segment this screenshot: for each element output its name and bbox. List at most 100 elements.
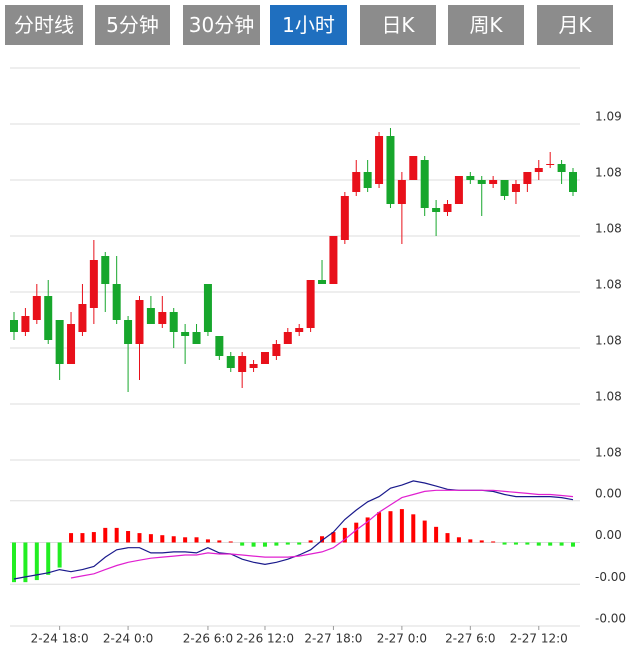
candle-body (146, 308, 155, 324)
macd-bar (411, 514, 416, 543)
macd-bar (365, 517, 370, 543)
macd-bar (251, 542, 256, 547)
macd-bar (513, 542, 518, 545)
y-tick-label: 1.08 (595, 334, 622, 348)
candle-body (44, 296, 53, 340)
macd-bar (194, 537, 199, 543)
y-tick-label: -0.00 (595, 570, 626, 584)
macd-bar (46, 542, 51, 575)
y-tick-label: 1.08 (595, 446, 622, 460)
candle-body (329, 236, 338, 284)
macd-bar (491, 541, 496, 543)
y-tick-label: 1.08 (595, 222, 622, 236)
macd-bar (126, 531, 131, 543)
candle-body (181, 332, 190, 336)
y-tick-label: 1.09 (595, 110, 622, 124)
x-tick-label: 2-27 0:0 (377, 632, 427, 646)
macd-bar (114, 527, 119, 543)
candle-body (500, 180, 509, 196)
period-tab[interactable]: 月K (537, 5, 613, 45)
candle-body (420, 160, 429, 208)
period-tab[interactable]: 周K (448, 5, 524, 45)
candle-body (249, 364, 258, 368)
macd-bar (479, 540, 484, 543)
period-tab[interactable]: 分时线 (5, 5, 83, 45)
candle-body (557, 164, 566, 172)
macd-bar (320, 536, 325, 543)
candle-body (466, 176, 475, 180)
macd-bar (422, 520, 427, 543)
candle-body (454, 176, 463, 204)
macd-bar (445, 533, 450, 543)
candle-body (169, 312, 178, 332)
x-tick-label: 2-27 6:0 (445, 632, 495, 646)
candle-body (10, 320, 18, 332)
macd-bar (183, 537, 188, 543)
candle-body (260, 352, 269, 364)
y-tick-label: 1.08 (595, 390, 622, 404)
x-tick-label: 2-26 6:0 (183, 632, 233, 646)
candle-body (375, 136, 384, 184)
candle-body (238, 356, 247, 372)
macd-bar (388, 511, 393, 543)
macd-bar (559, 542, 564, 546)
macd-dif-line (13, 480, 574, 580)
x-tick-label: 2-26 12:0 (236, 632, 294, 646)
macd-bar (91, 532, 96, 543)
macd-bar (205, 539, 210, 543)
macd-bar (57, 542, 62, 568)
candle-body (21, 316, 30, 332)
macd-bar (434, 526, 439, 543)
macd-bar (536, 542, 541, 546)
macd-bar (148, 534, 153, 543)
macd-bar (240, 542, 245, 546)
candle-body (511, 184, 520, 192)
x-tick-label: 2-24 0:0 (103, 632, 153, 646)
macd-bar (502, 542, 507, 545)
candle-body (546, 164, 555, 165)
y-tick-label: 0.00 (595, 486, 622, 500)
period-tab[interactable]: 5分钟 (95, 5, 170, 45)
candle-body (78, 304, 87, 332)
candle-body (89, 260, 98, 308)
candle-body (203, 284, 212, 332)
candle-body (352, 172, 361, 192)
macd-bar (377, 512, 382, 543)
candle-body (112, 284, 121, 320)
candle-body (340, 196, 349, 240)
candle-body (295, 328, 304, 332)
candle-body (318, 280, 327, 284)
candle-body (306, 280, 315, 328)
period-tab[interactable]: 1小时 (270, 5, 347, 45)
macd-dea-line (70, 489, 574, 579)
macd-bar (228, 541, 233, 543)
macd-bar (171, 536, 176, 543)
x-tick-label: 2-24 18:0 (31, 632, 89, 646)
candle-body (409, 156, 418, 180)
candle-body (101, 256, 110, 284)
candle-body (363, 172, 372, 188)
candle-body (135, 300, 144, 344)
macd-bar (34, 542, 39, 581)
candle-body (397, 180, 406, 204)
period-tab[interactable]: 30分钟 (183, 5, 260, 45)
macd-bar (160, 535, 165, 543)
y-tick-label: -0.00 (595, 612, 626, 626)
candle-body (55, 320, 64, 364)
candle-body (124, 320, 133, 344)
macd-bar (69, 533, 74, 543)
macd-bar (342, 527, 347, 543)
candle-body (192, 332, 201, 344)
macd-bar (525, 542, 530, 545)
macd-bar (274, 542, 279, 546)
candle-body (523, 172, 532, 184)
y-tick-label: 1.08 (595, 278, 622, 292)
period-tab[interactable]: 日K (360, 5, 436, 45)
macd-bar (23, 542, 28, 583)
candle-body (158, 312, 167, 324)
macd-bar (399, 509, 404, 543)
x-tick-label: 2-27 18:0 (304, 632, 362, 646)
macd-bar (354, 522, 359, 543)
